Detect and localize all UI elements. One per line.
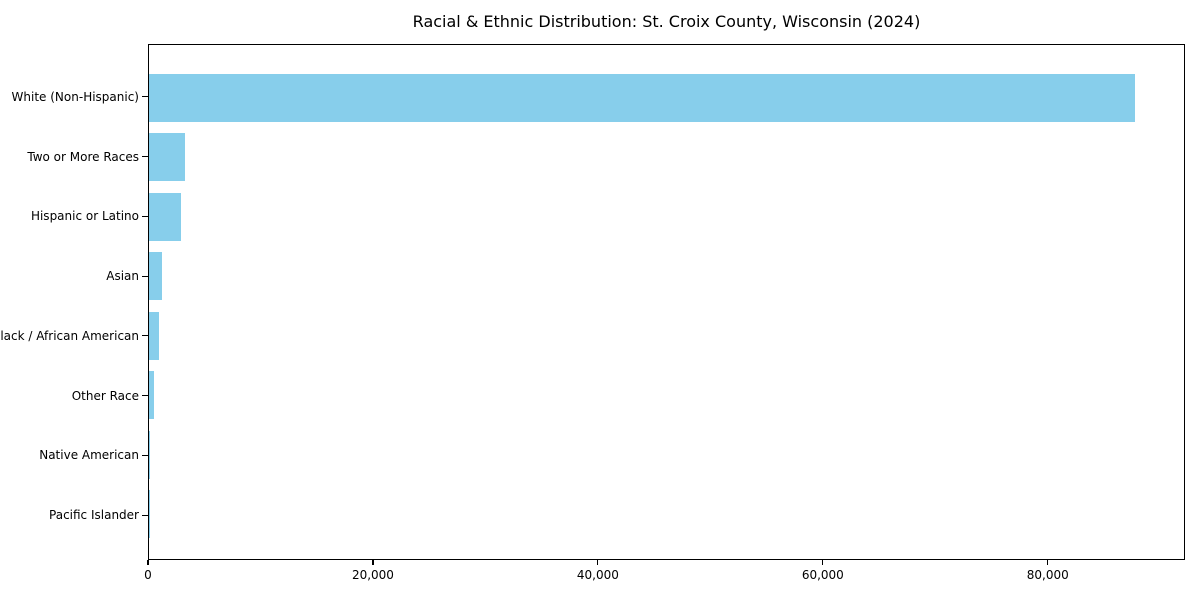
y-tick-mark [142, 454, 148, 456]
x-tick-mark [822, 560, 824, 565]
y-tick-label: Black / African American [0, 328, 139, 343]
x-tick-label: 80,000 [1026, 568, 1069, 582]
x-tick-mark [597, 560, 599, 565]
bar-row [149, 485, 1184, 545]
x-tick-label: 20,000 [351, 568, 394, 582]
bar [149, 371, 154, 420]
bar-row [149, 247, 1184, 307]
y-tick-label: Pacific Islander [49, 508, 139, 523]
bar [149, 133, 185, 182]
bar-row [149, 128, 1184, 188]
x-tick-label: 60,000 [801, 568, 844, 582]
x-tick-mark [147, 560, 149, 565]
x-tick-label: 0 [144, 568, 152, 582]
y-tick-mark [142, 514, 148, 516]
bar-row [149, 306, 1184, 366]
y-tick-label: Two or More Races [27, 149, 139, 164]
y-tick-mark [142, 395, 148, 397]
bar-row [149, 425, 1184, 485]
y-tick-mark [142, 215, 148, 217]
plot-area [148, 44, 1185, 560]
bar [149, 252, 162, 301]
y-tick-mark [142, 156, 148, 158]
y-tick-label: White (Non-Hispanic) [11, 89, 139, 104]
bar-row [149, 366, 1184, 426]
y-tick-label: Native American [39, 448, 139, 463]
y-tick-mark [142, 335, 148, 337]
bar [149, 430, 150, 479]
y-tick-mark [142, 96, 148, 98]
y-tick-mark [142, 275, 148, 277]
bar-rows [149, 68, 1184, 544]
x-tick-label: 40,000 [576, 568, 619, 582]
y-tick-label: Asian [106, 269, 139, 284]
bar [149, 73, 1135, 122]
bar [149, 192, 181, 241]
x-tick-mark [1047, 560, 1049, 565]
x-tick-mark [372, 560, 374, 565]
y-tick-label: Hispanic or Latino [30, 209, 139, 224]
y-tick-label: Other Race [71, 388, 139, 403]
bar [149, 311, 159, 360]
bar-row [149, 68, 1184, 128]
chart-title: Racial & Ethnic Distribution: St. Croix … [412, 12, 921, 31]
bar-row [149, 187, 1184, 247]
